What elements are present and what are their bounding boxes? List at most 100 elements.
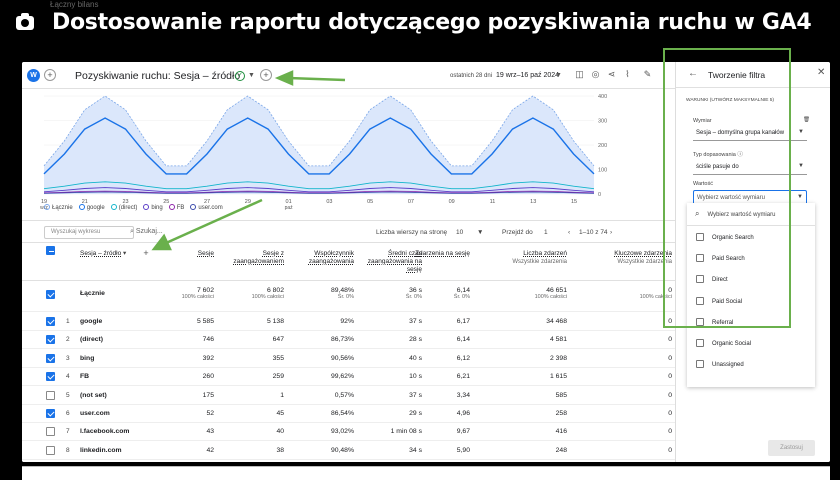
x-tick-label: 21 [82, 199, 88, 205]
option-checkbox[interactable] [696, 296, 704, 305]
legend-item[interactable]: user.com [190, 204, 223, 211]
match-type-select[interactable]: ściśle pasuje do ▼ [693, 160, 807, 175]
table-row[interactable]: 8 linkedin.com 42 38 90,48% 34 s 5,90 248 0 [22, 442, 675, 460]
top-strip-text: Łączny bilans [50, 0, 99, 9]
chevron-down-icon[interactable]: ▼ [477, 229, 484, 236]
filter-option[interactable]: Direct [696, 275, 728, 284]
row-checkbox[interactable] [46, 317, 55, 326]
edit-pencil-icon[interactable]: ✎ [643, 69, 652, 79]
share-icon[interactable]: ⋖ [607, 69, 616, 79]
filter-option[interactable]: Paid Search [696, 254, 745, 263]
row-label[interactable]: linkedin.com [80, 446, 122, 454]
row-label[interactable]: l.facebook.com [80, 428, 130, 436]
delete-icon[interactable]: 🗑 [803, 117, 810, 123]
table-row[interactable]: 5 (not set) 175 1 0,57% 37 s 3,34 585 0 [22, 387, 675, 405]
table-row[interactable]: 4 FB 260 259 99,62% 10 s 6,21 1 615 0 [22, 368, 675, 387]
select-all-checkbox[interactable] [46, 246, 55, 255]
date-range-picker[interactable]: ostatnich 28 dni 19 wrz–16 paź 2024 [450, 72, 559, 79]
legend-item[interactable]: google [78, 204, 105, 211]
column-header[interactable]: Współczynnik zaangażowania [284, 250, 354, 266]
legend-label: Łącznie [52, 205, 73, 211]
table-cell: 6,21 [456, 373, 470, 381]
filter-option[interactable]: Organic Social [696, 339, 751, 347]
table-row[interactable]: 6 user.com 52 45 86,54% 29 s 4,96 258 0 [22, 405, 675, 423]
dimension-header[interactable]: Sesja – źródło ▾ [80, 250, 126, 258]
next-page-icon[interactable]: › [610, 229, 613, 236]
legend-item[interactable]: Łącznie [44, 204, 73, 211]
row-label[interactable]: user.com [80, 410, 110, 417]
add-dimension-icon[interactable]: + [143, 248, 149, 258]
filter-option[interactable]: Referral [696, 317, 733, 326]
match-type-label-text: Typ dopasowania [693, 152, 736, 158]
row-label[interactable]: FB [80, 373, 90, 381]
dimension-value: Sesja – domyślna grupa kanałów [696, 130, 785, 136]
compare-columns-icon[interactable]: ◫ [575, 69, 584, 79]
column-header-label: Sesje z zaangażowaniem [233, 250, 284, 265]
option-checkbox[interactable] [696, 317, 704, 326]
table-total-row[interactable]: Łącznie 7 602 100% całości 6 802 100% całośc… [22, 282, 675, 312]
row-checkbox[interactable] [46, 335, 55, 345]
column-header[interactable]: Zdarzenia na sesję [400, 250, 470, 258]
row-checkbox[interactable] [46, 372, 55, 382]
dimension-select[interactable]: Sesja – domyślna grupa kanałów ▼ [693, 126, 807, 141]
add-comparison-icon[interactable]: + [44, 69, 56, 81]
add-report-icon[interactable]: + [260, 69, 272, 81]
option-checkbox[interactable] [696, 360, 704, 369]
option-checkbox[interactable] [696, 275, 704, 284]
chevron-down-icon[interactable]: ▼ [248, 72, 255, 79]
row-checkbox[interactable] [46, 290, 55, 299]
row-label[interactable]: google [80, 318, 103, 325]
goto-label: Przejdź do [502, 229, 533, 236]
filter-option[interactable]: Organic Search [696, 233, 754, 241]
table-row[interactable]: 7 l.facebook.com 43 40 93,02% 1 min 08 s 9,67 4… [22, 423, 675, 442]
legend-item[interactable]: (direct) [110, 204, 137, 211]
table-search-input[interactable]: Wyszukaj wykresu [44, 226, 134, 239]
table-cell: 89,48% Śr. 0% [284, 287, 354, 300]
table-search[interactable]: ⌕ Szukaj... [130, 228, 163, 236]
column-header[interactable]: Liczba zdarzeń Wszystkie zdarzenia [497, 250, 567, 266]
filter-option[interactable]: Unassigned [696, 360, 744, 369]
close-icon[interactable]: ✕ [817, 67, 826, 78]
back-arrow-icon[interactable]: ← [688, 68, 698, 79]
row-checkbox[interactable] [46, 390, 55, 400]
table-cell: 37 s [409, 318, 422, 325]
column-header[interactable]: Średni czas zaangażowania na sesję [352, 250, 422, 274]
table-row[interactable]: 3 bing 392 355 90,56% 40 s 6,12 2 398 0 [22, 350, 675, 368]
help-icon[interactable]: ⓘ [737, 152, 743, 158]
rows-per-page-select[interactable]: 10 [456, 229, 464, 236]
row-label[interactable]: bing [80, 354, 95, 362]
row-checkbox[interactable] [46, 445, 55, 455]
option-checkbox[interactable] [696, 254, 704, 263]
option-checkbox[interactable] [696, 339, 704, 347]
search-label: Szukaj... [135, 228, 163, 235]
row-checkbox[interactable] [46, 409, 55, 418]
table-row[interactable]: 2 (direct) 746 647 86,73% 28 s 6,14 4 581 0 [22, 331, 675, 350]
option-checkbox[interactable] [696, 233, 704, 241]
account-badge[interactable]: W [27, 69, 40, 82]
row-checkbox[interactable] [46, 353, 55, 363]
check-circle-icon[interactable]: ✓ [235, 71, 245, 81]
dropdown-search[interactable]: ⌕ Wybierz wartość wymiaru [695, 209, 775, 219]
row-checkbox[interactable] [46, 427, 55, 437]
column-header[interactable]: Sesje z zaangażowaniem [214, 250, 284, 266]
column-header[interactable]: Kluczowe zdarzenia Wszystkie zdarzenia [602, 250, 672, 266]
insights-icon[interactable]: ◎ [591, 69, 600, 79]
row-index: 1 [66, 318, 70, 325]
goto-input[interactable]: 1 [544, 229, 548, 236]
option-label: Direct [712, 277, 728, 284]
legend-item[interactable]: bing [143, 204, 163, 211]
legend-item[interactable]: FB [168, 204, 184, 211]
chevron-down-icon[interactable]: ▼ [555, 72, 562, 79]
date-range-label: ostatnich 28 dni [450, 73, 493, 79]
row-label[interactable]: (direct) [80, 336, 104, 344]
filter-option[interactable]: Paid Social [696, 296, 742, 305]
table-cell: 36 s Śr. 0% [352, 287, 422, 300]
table-cell: 746 [202, 336, 214, 344]
trend-icon[interactable]: ⌇ [625, 69, 630, 79]
apply-button[interactable]: Zastosuj [768, 440, 815, 456]
column-header[interactable]: Sesje [144, 250, 214, 258]
prev-page-icon[interactable]: ‹ [568, 229, 571, 236]
table-row[interactable]: 1 google 5 585 5 138 92% 37 s 6,17 34 468 0 [22, 313, 675, 331]
row-label[interactable]: (not set) [80, 391, 107, 399]
divider [22, 242, 675, 243]
